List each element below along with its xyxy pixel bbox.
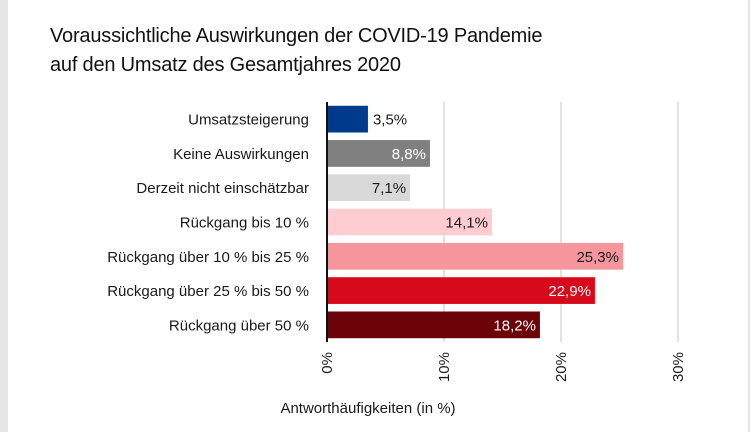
x-tick-label: 20%	[553, 352, 570, 382]
category-label: Rückgang bis 10 %	[180, 215, 309, 232]
category-label: Rückgang über 25 % bis 50 %	[107, 283, 309, 300]
bar	[328, 208, 492, 236]
category-label: Rückgang über 10 % bis 25 %	[107, 249, 309, 266]
x-tick-label: 10%	[436, 352, 453, 382]
value-labels: 3,5% 8,8% 7,1% 14,1% 25,3% 22,9% 18,2%	[372, 112, 619, 335]
left-border	[0, 0, 8, 432]
bar	[328, 242, 624, 270]
x-tick-label: 0%	[319, 352, 336, 374]
x-tick-labels: 0% 10% 20% 30%	[319, 352, 687, 382]
value-label: 25,3%	[576, 249, 619, 266]
bar	[328, 277, 595, 304]
right-border	[748, 0, 750, 432]
bar	[328, 140, 430, 167]
category-label: Derzeit nicht einschätzbar	[136, 180, 309, 197]
category-labels: Umsatzsteigerung Keine Auswirkungen Derzei…	[107, 112, 309, 335]
bar	[328, 174, 411, 202]
bars	[328, 105, 624, 339]
chart-title-line-1: Voraussichtliche Auswirkungen der COVID-…	[50, 25, 543, 47]
x-tick-label: 30%	[670, 352, 687, 382]
bar	[328, 105, 368, 133]
value-label: 18,2%	[493, 317, 536, 334]
value-label: 3,5%	[373, 112, 407, 129]
x-axis-title: Antworthäufigkeiten (in %)	[280, 400, 455, 417]
value-label: 14,1%	[445, 215, 488, 232]
category-label: Umsatzsteigerung	[188, 112, 309, 129]
value-label: 22,9%	[548, 283, 591, 300]
category-label: Keine Auswirkungen	[173, 146, 309, 163]
value-label: 8,8%	[392, 146, 426, 163]
chart-title-line-2: auf den Umsatz des Gesamtjahres 2020	[50, 54, 401, 76]
category-label: Rückgang über 50 %	[169, 317, 309, 334]
chart-title: Voraussichtliche Auswirkungen der COVID-…	[50, 22, 670, 80]
value-label: 7,1%	[372, 180, 406, 197]
bar	[328, 311, 540, 339]
